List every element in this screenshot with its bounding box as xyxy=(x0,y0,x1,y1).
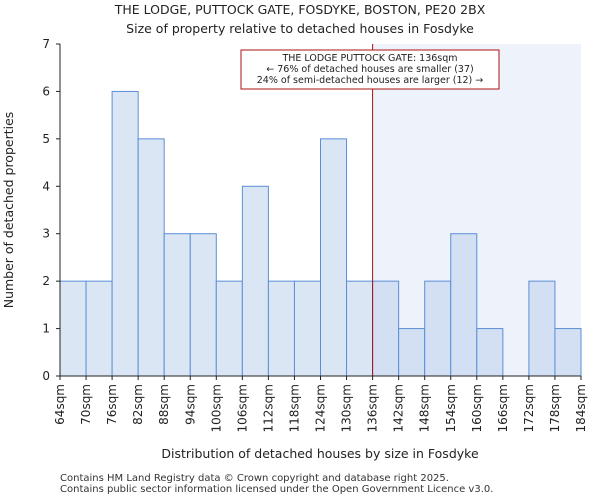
x-tick-label: 184sqm xyxy=(574,384,588,432)
y-tick-label: 1 xyxy=(42,322,50,336)
footer-line-2: Contains public sector information licen… xyxy=(60,484,494,495)
x-tick-label: 148sqm xyxy=(418,384,432,432)
bar xyxy=(189,233,217,377)
y-tick-label: 2 xyxy=(42,274,50,288)
annotation-box: THE LODGE PUTTOCK GATE: 136sqm ← 76% of … xyxy=(240,49,500,90)
x-tick-label: 142sqm xyxy=(392,384,406,432)
x-tick-label: 172sqm xyxy=(522,384,536,432)
bar xyxy=(476,328,504,377)
x-tick-label: 136sqm xyxy=(366,384,380,432)
chart-subtitle: Size of property relative to detached ho… xyxy=(126,21,474,36)
bar xyxy=(215,280,243,377)
y-axis-title: Number of detached properties xyxy=(1,112,16,309)
y-tick-label: 6 xyxy=(42,84,50,98)
x-tick-label: 124sqm xyxy=(314,384,328,432)
bar xyxy=(424,280,452,377)
annotation-line-1: THE LODGE PUTTOCK GATE: 136sqm xyxy=(281,53,457,64)
bar xyxy=(450,233,478,377)
x-tick-label: 94sqm xyxy=(183,384,197,425)
x-tick-label: 118sqm xyxy=(287,384,301,432)
bar xyxy=(528,280,556,377)
x-tick-label: 166sqm xyxy=(496,384,510,432)
chart-title: THE LODGE, PUTTOCK GATE, FOSDYKE, BOSTON… xyxy=(114,2,486,17)
x-tick-label: 106sqm xyxy=(235,384,249,432)
x-ticks: 64sqm 70sqm 76sqm 82sqm 88sqm 94sqm 100sqm 106s… xyxy=(53,376,588,432)
y-tick-label: 0 xyxy=(42,369,50,383)
x-tick-label: 64sqm xyxy=(53,384,67,425)
bar xyxy=(320,138,348,377)
bar xyxy=(293,280,322,377)
bar xyxy=(163,233,191,377)
x-tick-label: 100sqm xyxy=(209,384,223,432)
x-tick-label: 88sqm xyxy=(157,384,171,425)
bar xyxy=(241,185,269,377)
x-tick-label: 76sqm xyxy=(105,384,119,425)
bar xyxy=(85,280,113,377)
y-tick-label: 7 xyxy=(42,37,50,51)
bar xyxy=(59,280,87,377)
x-tick-label: 178sqm xyxy=(548,384,562,432)
annotation-line-2: ← 76% of detached houses are smaller (37… xyxy=(266,64,473,75)
x-tick-label: 154sqm xyxy=(444,384,458,432)
bar xyxy=(111,90,139,377)
y-tick-label: 3 xyxy=(42,227,50,241)
y-tick-label: 5 xyxy=(42,132,50,146)
x-tick-label: 70sqm xyxy=(79,384,93,425)
x-tick-label: 82sqm xyxy=(131,384,145,425)
bar xyxy=(398,328,426,377)
footer-line-1: Contains HM Land Registry data © Crown c… xyxy=(60,473,449,484)
bar xyxy=(137,138,165,377)
bar xyxy=(346,280,374,377)
x-axis-title: Distribution of detached houses by size … xyxy=(161,446,479,461)
annotation-line-3: 24% of semi-detached houses are larger (… xyxy=(257,75,484,86)
x-tick-label: 130sqm xyxy=(340,384,354,432)
bar xyxy=(554,328,582,377)
annotation-frame xyxy=(240,49,500,90)
bar xyxy=(372,280,400,377)
bar xyxy=(267,280,295,377)
y-ticks: 0 1 2 3 4 5 6 7 xyxy=(42,37,60,383)
y-tick-label: 4 xyxy=(42,179,50,193)
bars xyxy=(59,90,582,377)
x-tick-label: 112sqm xyxy=(261,384,275,432)
x-tick-label: 160sqm xyxy=(470,384,484,432)
